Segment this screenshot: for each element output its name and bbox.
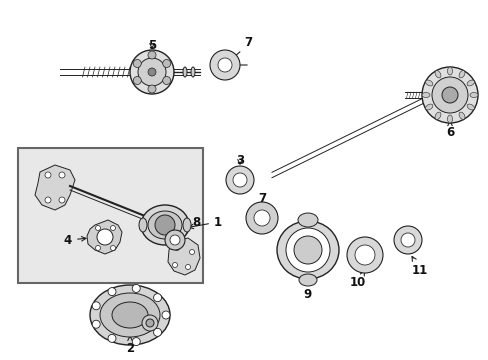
Polygon shape xyxy=(87,220,122,254)
Circle shape xyxy=(110,225,115,230)
Text: 6: 6 xyxy=(445,121,453,139)
Circle shape xyxy=(148,85,156,93)
Circle shape xyxy=(133,77,141,85)
Ellipse shape xyxy=(458,71,464,78)
Circle shape xyxy=(138,58,165,86)
Circle shape xyxy=(189,249,194,255)
Circle shape xyxy=(130,50,174,94)
Ellipse shape xyxy=(297,213,317,227)
Circle shape xyxy=(110,246,115,251)
Polygon shape xyxy=(35,165,75,210)
Ellipse shape xyxy=(425,104,432,110)
Circle shape xyxy=(209,50,240,80)
Ellipse shape xyxy=(447,67,451,75)
Circle shape xyxy=(45,172,51,178)
Circle shape xyxy=(95,246,101,251)
Circle shape xyxy=(400,233,414,247)
Circle shape xyxy=(431,77,467,113)
Circle shape xyxy=(163,59,170,68)
Circle shape xyxy=(293,236,321,264)
Circle shape xyxy=(59,172,65,178)
Ellipse shape xyxy=(112,302,148,328)
Ellipse shape xyxy=(191,67,195,77)
Text: 7: 7 xyxy=(244,36,251,49)
Circle shape xyxy=(148,51,156,59)
Circle shape xyxy=(225,166,253,194)
Circle shape xyxy=(153,328,161,336)
Ellipse shape xyxy=(141,205,189,245)
Circle shape xyxy=(95,225,101,230)
Polygon shape xyxy=(168,238,200,275)
Circle shape xyxy=(59,197,65,203)
Circle shape xyxy=(393,226,421,254)
Ellipse shape xyxy=(421,93,429,98)
Text: 10: 10 xyxy=(349,271,366,289)
Circle shape xyxy=(108,334,116,342)
Circle shape xyxy=(133,59,141,68)
Circle shape xyxy=(132,338,140,346)
Circle shape xyxy=(92,320,100,328)
Ellipse shape xyxy=(425,80,432,86)
Circle shape xyxy=(218,58,231,72)
Circle shape xyxy=(45,197,51,203)
Circle shape xyxy=(97,229,113,245)
Circle shape xyxy=(245,202,278,234)
Ellipse shape xyxy=(434,112,440,120)
Circle shape xyxy=(421,67,477,123)
Text: 1: 1 xyxy=(188,216,222,229)
Text: 11: 11 xyxy=(411,256,427,276)
Circle shape xyxy=(354,245,374,265)
Ellipse shape xyxy=(466,80,473,86)
Circle shape xyxy=(148,68,156,76)
Circle shape xyxy=(155,215,175,235)
Text: 5: 5 xyxy=(147,39,156,51)
Ellipse shape xyxy=(100,293,160,337)
Circle shape xyxy=(172,262,177,267)
Text: 7: 7 xyxy=(257,192,265,207)
Ellipse shape xyxy=(466,104,473,110)
Circle shape xyxy=(170,235,180,245)
Circle shape xyxy=(232,173,246,187)
Circle shape xyxy=(253,210,269,226)
Circle shape xyxy=(164,230,184,250)
Ellipse shape xyxy=(469,93,477,98)
Ellipse shape xyxy=(148,211,182,239)
Circle shape xyxy=(132,284,140,292)
Ellipse shape xyxy=(298,274,316,286)
Bar xyxy=(18,148,203,283)
Text: 2: 2 xyxy=(126,336,134,355)
Ellipse shape xyxy=(447,115,451,123)
Circle shape xyxy=(142,315,158,331)
Circle shape xyxy=(163,77,170,85)
Text: 4: 4 xyxy=(64,234,86,247)
Ellipse shape xyxy=(90,285,170,345)
Circle shape xyxy=(285,228,329,272)
Ellipse shape xyxy=(434,71,440,78)
Circle shape xyxy=(153,294,161,302)
Circle shape xyxy=(146,319,154,327)
Text: 8: 8 xyxy=(183,216,200,234)
Ellipse shape xyxy=(276,221,338,279)
Ellipse shape xyxy=(183,218,191,232)
Circle shape xyxy=(174,246,179,251)
Circle shape xyxy=(346,237,382,273)
Ellipse shape xyxy=(458,112,464,120)
Circle shape xyxy=(162,311,170,319)
Circle shape xyxy=(441,87,457,103)
Text: 3: 3 xyxy=(235,153,244,166)
Ellipse shape xyxy=(139,218,147,232)
Ellipse shape xyxy=(183,67,186,77)
Circle shape xyxy=(185,265,190,270)
Circle shape xyxy=(108,288,116,296)
Text: 9: 9 xyxy=(303,279,311,302)
Circle shape xyxy=(92,302,100,310)
